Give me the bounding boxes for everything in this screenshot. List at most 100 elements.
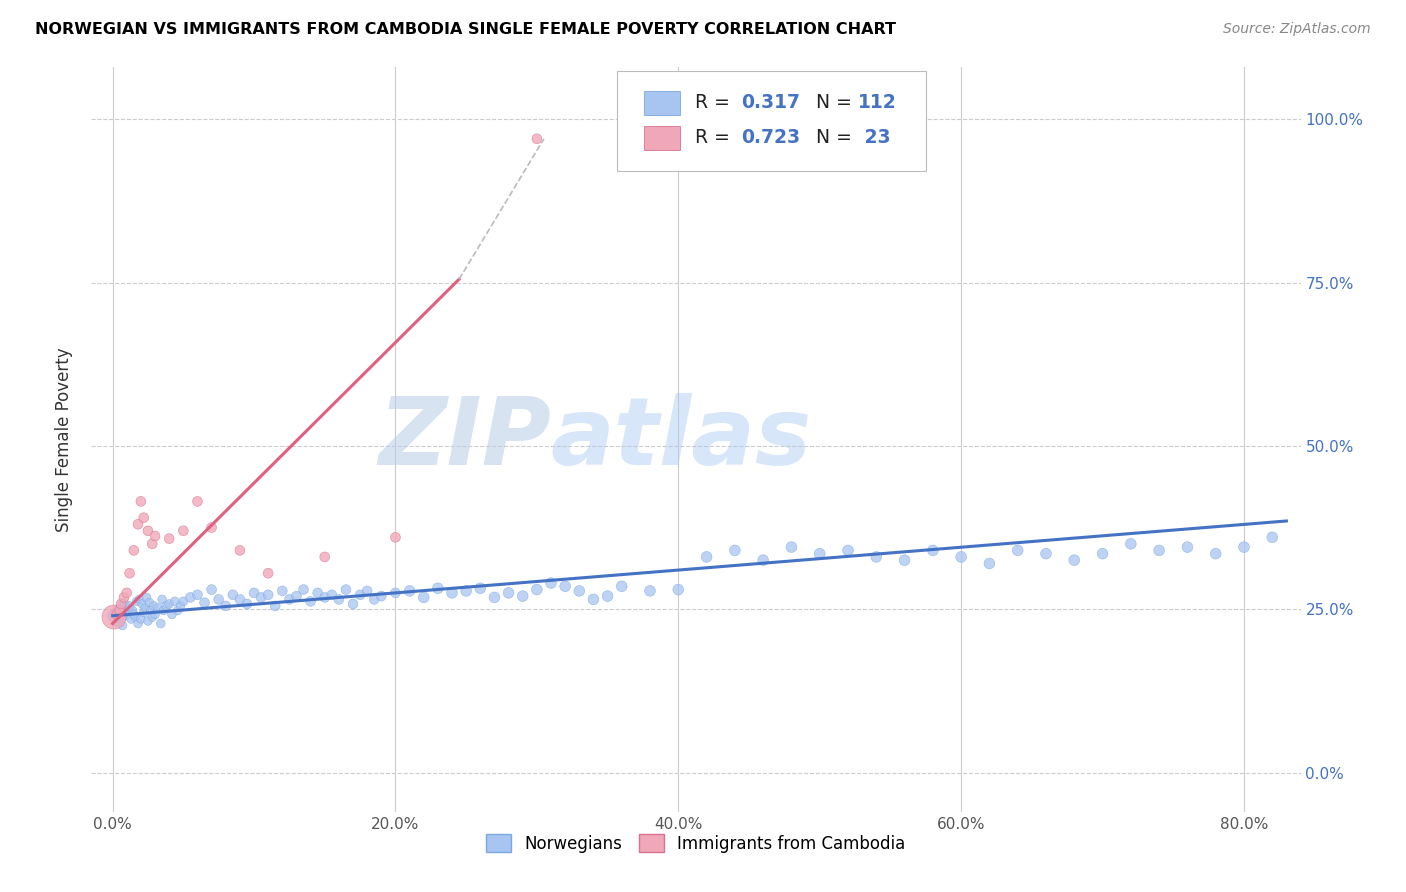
Point: [208, 592, 231, 607]
Point: [314, 591, 336, 605]
Point: [124, 610, 146, 624]
Point: [150, 592, 173, 607]
Point: [141, 537, 163, 551]
Point: [1007, 543, 1029, 558]
Point: [112, 596, 135, 610]
Point: [157, 532, 180, 546]
Point: [105, 607, 128, 622]
Point: [412, 591, 434, 605]
Text: NORWEGIAN VS IMMIGRANTS FROM CAMBODIA SINGLE FEMALE POVERTY CORRELATION CHART: NORWEGIAN VS IMMIGRANTS FROM CAMBODIA SI…: [35, 22, 896, 37]
Point: [186, 588, 208, 602]
Point: [264, 599, 287, 613]
Point: [125, 594, 148, 608]
Text: N =: N =: [815, 93, 858, 112]
Point: [250, 591, 273, 605]
Text: atlas: atlas: [551, 393, 813, 485]
Point: [1233, 540, 1256, 554]
Point: [166, 603, 188, 617]
Text: ZIP: ZIP: [378, 393, 551, 485]
Point: [398, 583, 420, 598]
Point: [115, 586, 138, 600]
Point: [638, 583, 661, 598]
Text: Source: ZipAtlas.com: Source: ZipAtlas.com: [1223, 22, 1371, 37]
Point: [129, 494, 152, 508]
Point: [200, 582, 222, 597]
Text: N =: N =: [815, 128, 858, 147]
Point: [921, 543, 943, 558]
Point: [456, 583, 478, 598]
Text: 0.317: 0.317: [741, 93, 800, 112]
Point: [108, 603, 131, 617]
Point: [142, 599, 165, 613]
Point: [143, 607, 166, 622]
Point: [808, 547, 831, 561]
Point: [314, 549, 336, 564]
FancyBboxPatch shape: [617, 70, 925, 171]
Point: [342, 597, 364, 611]
Point: [540, 576, 562, 591]
Point: [160, 607, 183, 622]
Point: [257, 588, 280, 602]
Point: [132, 606, 155, 620]
Point: [131, 597, 153, 611]
Point: [384, 530, 406, 544]
Point: [143, 529, 166, 543]
Y-axis label: Single Female Poverty: Single Female Poverty: [55, 347, 73, 532]
Text: 23: 23: [858, 128, 890, 147]
Point: [107, 602, 129, 616]
Point: [110, 599, 132, 613]
Text: 112: 112: [858, 93, 897, 112]
Point: [271, 583, 294, 598]
Text: R =: R =: [695, 93, 735, 112]
Point: [136, 524, 159, 538]
Point: [229, 592, 252, 607]
Point: [118, 566, 141, 581]
Point: [146, 600, 169, 615]
Point: [285, 589, 308, 603]
Point: [666, 582, 689, 597]
Point: [363, 592, 385, 607]
Point: [370, 589, 392, 603]
Point: [837, 543, 859, 558]
Point: [328, 592, 350, 607]
Point: [155, 599, 177, 613]
Point: [117, 602, 139, 616]
Point: [127, 517, 149, 532]
Point: [582, 592, 605, 607]
Point: [1177, 540, 1199, 554]
Point: [103, 610, 125, 624]
Point: [596, 589, 619, 603]
Point: [104, 606, 127, 620]
Point: [526, 132, 548, 146]
Point: [114, 608, 136, 623]
Point: [172, 524, 194, 538]
Point: [1147, 543, 1170, 558]
Point: [426, 582, 449, 596]
Point: [257, 566, 280, 581]
Point: [229, 543, 252, 558]
Bar: [644, 91, 681, 114]
Text: 0.723: 0.723: [741, 128, 800, 147]
Point: [307, 586, 329, 600]
Point: [193, 596, 215, 610]
Point: [121, 603, 143, 617]
Point: [108, 612, 131, 626]
Point: [979, 557, 1001, 571]
Point: [103, 608, 125, 623]
Point: [610, 579, 633, 593]
Point: [128, 592, 150, 607]
Point: [724, 543, 747, 558]
Point: [132, 510, 155, 524]
Point: [865, 549, 887, 564]
Point: [135, 591, 157, 605]
Point: [122, 607, 145, 622]
Point: [136, 614, 159, 628]
Point: [110, 597, 132, 611]
Point: [112, 591, 135, 605]
Point: [139, 603, 162, 617]
Point: [179, 591, 201, 605]
Point: [349, 588, 371, 602]
Point: [554, 579, 576, 593]
Point: [122, 543, 145, 558]
Point: [292, 582, 315, 597]
